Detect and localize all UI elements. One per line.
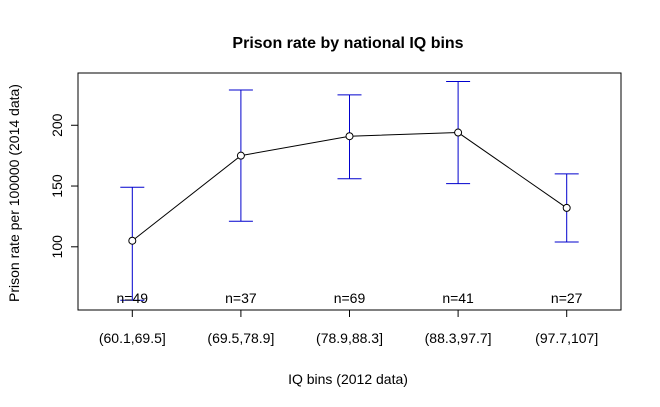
data-points [128,128,571,245]
data-point [128,236,137,245]
data-point [454,128,463,137]
y-tick-label: 100 [49,235,65,259]
y-axis: 100 150 200 [49,113,79,259]
x-tick-label: (78.9,88.3] [316,330,383,346]
count-label: n=41 [442,290,474,306]
x-tick-label: (60.1,69.5] [99,330,166,346]
x-axis: (60.1,69.5] (69.5,78.9] (78.9,88.3] (88.3,9… [99,309,598,346]
error-bars [120,81,579,301]
y-axis-label: Prison rate per 100000 (2014 data) [6,84,22,302]
data-point [236,151,245,160]
data-point [562,203,571,212]
y-tick-label: 150 [49,174,65,198]
count-labels: n=49 n=37 n=69 n=41 n=27 [117,290,583,306]
x-axis-label: IQ bins (2012 data) [288,371,408,387]
x-tick-label: (97.7,107] [535,330,598,346]
count-label: n=37 [225,290,257,306]
y-tick-label: 200 [49,113,65,137]
x-tick-label: (88.3,97.7] [425,330,492,346]
count-label: n=69 [334,290,366,306]
x-tick-label: (69.5,78.9] [207,330,274,346]
data-point [345,132,354,141]
count-label: n=27 [551,290,583,306]
chart-title: Prison rate by national IQ bins [232,35,463,52]
count-label: n=49 [117,290,149,306]
